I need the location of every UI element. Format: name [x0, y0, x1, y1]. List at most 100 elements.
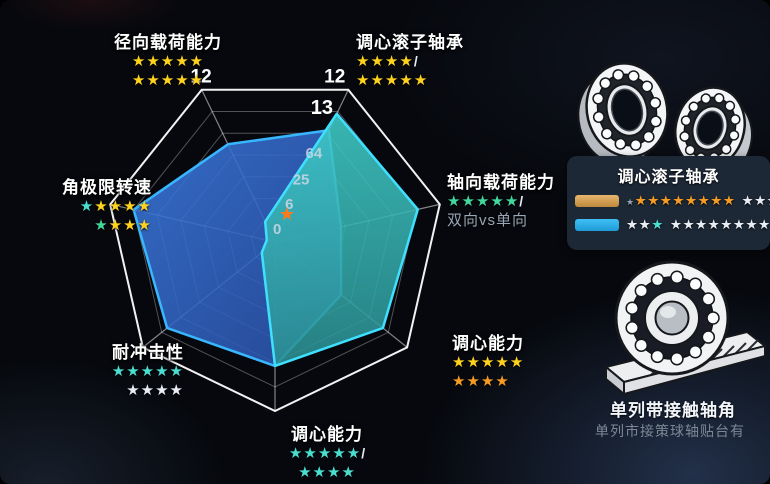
axis-label-aligning-right: 调心能力 ★★★★★ ★★★★ [452, 333, 602, 391]
star-icon: ★ [707, 216, 721, 232]
bearing-ball [729, 114, 741, 125]
axis-title: 调心滚子轴承 [356, 33, 464, 52]
star-icon: ★ [685, 192, 698, 208]
star-icon: ★ [169, 363, 184, 381]
bearing-ball [680, 115, 692, 127]
grid-spoke [274, 203, 440, 243]
star-icon: ★ [741, 192, 755, 208]
grid-spoke [201, 89, 276, 243]
legend-title: 调心滚子轴承 [617, 169, 720, 186]
bearing-ball [701, 292, 716, 306]
star-icon: ★ [146, 71, 161, 89]
bearing-ball [688, 277, 703, 292]
bearing-ball [627, 70, 640, 83]
star-rating-row: ★★★★ [4, 217, 152, 235]
star-icon: ★ [175, 53, 190, 71]
star-icon: ★ [754, 192, 767, 208]
star-icon: ★ [732, 216, 746, 232]
bearing-ball [688, 344, 703, 359]
bearing-ball [625, 321, 639, 335]
star-icon: ★ [697, 192, 711, 208]
legend-stars: ★★★★★★★★★★★★ [626, 216, 770, 234]
star-icon: ★ [767, 193, 770, 208]
star-icon: ★ [341, 463, 356, 481]
axis-label-impact-resistance: 耐冲击性 ★★★★★ ★★★★ [36, 342, 184, 400]
star-icon: ★ [160, 71, 176, 89]
legend-swatch-orange [575, 195, 619, 207]
star-icon: ★ [466, 372, 481, 390]
axis-label-radial-load: 径向载荷能力 ★★★★★ ★★★★★ [88, 32, 248, 90]
slash-separator: / [519, 193, 524, 210]
hatch-line [707, 348, 723, 364]
hatch-line [731, 342, 747, 358]
star-icon: ★ [638, 216, 652, 232]
star-icon: ★ [745, 216, 759, 232]
bearing-ball [706, 311, 720, 325]
star-icon: ★ [123, 198, 138, 216]
bearing-ball [641, 80, 653, 93]
tick-label: 64 [306, 145, 323, 162]
star-icon: ★ [509, 354, 525, 372]
hatch-line [743, 339, 759, 355]
axis-title: 角极限转速 [62, 178, 152, 197]
star-icon: ★ [659, 192, 673, 208]
bearing-ball [642, 130, 655, 143]
hatch-line [671, 357, 687, 373]
star-icon: ★ [634, 192, 648, 208]
peak-label: 13 [311, 97, 333, 119]
tick-label: 25 [293, 172, 310, 189]
star-icon: ★ [131, 53, 147, 71]
star-icon: ★ [126, 363, 141, 381]
star-icon: ★ [327, 463, 342, 481]
axis-label-spherical-roller: 调心滚子轴承 ★★★★/ ★★★★★ [356, 32, 536, 90]
star-icon: ★ [647, 192, 660, 208]
star-rating-row: ★★★★ [36, 382, 184, 400]
series-polygon-teal [260, 112, 420, 368]
vertex-label-right: 12 [324, 67, 345, 88]
hatch-line [659, 360, 675, 376]
star-icon: ★ [672, 192, 686, 208]
star-icon: ★ [452, 354, 467, 372]
bearing-ball [629, 138, 642, 151]
star-icon: ★ [399, 53, 414, 71]
star-icon: ★ [626, 196, 635, 207]
star-icon: ★ [155, 363, 170, 381]
legend-card: 调心滚子轴承 ★★★★★★★★★★★★★ ★★★★★★★★★★★★ [567, 156, 770, 250]
bearing-ball [679, 131, 691, 142]
star-icon: ★ [189, 71, 205, 89]
tick-label: 0 [273, 221, 281, 238]
star-icon: ★ [480, 372, 496, 390]
star-icon: ★ [175, 71, 190, 89]
star-icon: ★ [651, 216, 664, 232]
star-rating-row: ★★★★★ [88, 53, 248, 71]
star-icon: ★ [346, 445, 362, 463]
tick-label: 6 [285, 196, 293, 213]
bearing-ball [649, 97, 662, 109]
star-icon: ★ [155, 381, 170, 399]
star-icon: ★ [384, 53, 400, 71]
axis-subtext: 双向vs单向 [447, 211, 529, 229]
bearing-ball [684, 144, 696, 156]
star-icon: ★ [169, 381, 184, 399]
star-icon: ★ [370, 71, 385, 89]
slash-separator: / [413, 53, 418, 70]
axis-label-axial-load: 轴向载荷能力 ★★★★★/ 双向vs单向 [447, 172, 607, 230]
star-icon: ★ [504, 193, 520, 211]
star-icon: ★ [626, 216, 639, 232]
star-rating-row: ★★★★★/ [250, 445, 404, 463]
star-icon: ★ [126, 381, 141, 399]
star-icon: ★ [94, 198, 109, 216]
bearing-ball [701, 330, 716, 344]
star-rating-row: ★★★★/ [356, 53, 536, 71]
axis-title: 调心能力 [452, 334, 524, 353]
bearing-ball [720, 143, 732, 155]
bearing-ball [614, 137, 627, 150]
axis-title: 轴向载荷能力 [447, 173, 555, 192]
bearing-ball [625, 301, 639, 315]
hatch-line [683, 354, 699, 370]
star-icon: ★ [312, 463, 327, 481]
bearing-ball [612, 69, 625, 82]
hatch-line [695, 351, 711, 367]
bearing-ball [728, 129, 740, 141]
star-icon: ★ [475, 193, 491, 211]
